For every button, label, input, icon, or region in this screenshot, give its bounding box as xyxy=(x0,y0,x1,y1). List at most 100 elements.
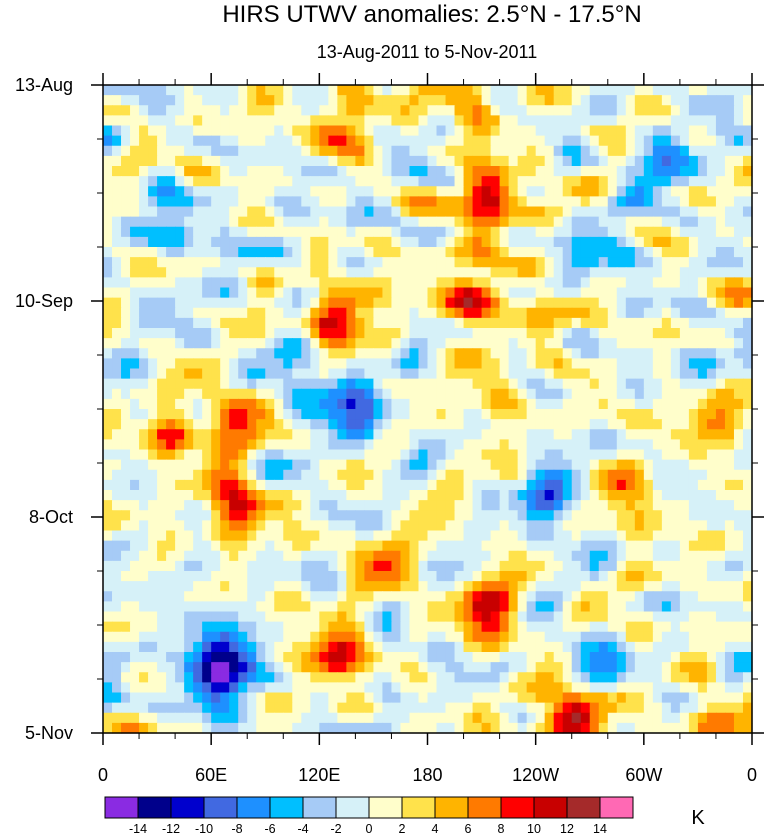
heatmap-cell xyxy=(706,328,717,339)
heatmap-cell xyxy=(598,297,609,309)
heatmap-cell xyxy=(274,307,284,319)
heatmap-cell xyxy=(427,317,438,329)
heatmap-cell xyxy=(310,490,320,501)
heatmap-cell xyxy=(418,550,429,562)
heatmap-cell xyxy=(355,216,365,228)
heatmap-cell xyxy=(508,206,519,218)
heatmap-cell xyxy=(211,581,221,592)
heatmap-cell xyxy=(220,105,230,116)
heatmap-cell xyxy=(409,105,420,116)
heatmap-cell xyxy=(427,672,438,683)
heatmap-cell xyxy=(301,155,311,167)
heatmap-cell xyxy=(562,317,573,329)
heatmap-cell xyxy=(382,662,393,673)
heatmap-cell xyxy=(634,702,645,714)
heatmap-cell xyxy=(391,115,402,127)
heatmap-cell xyxy=(697,722,708,734)
heatmap-cell xyxy=(607,631,618,643)
heatmap-cell xyxy=(193,196,203,208)
heatmap-cell xyxy=(121,125,131,137)
heatmap-cell xyxy=(661,520,672,532)
heatmap-cell xyxy=(157,682,167,694)
heatmap-cell xyxy=(202,348,212,359)
heatmap-cell xyxy=(238,125,248,137)
heatmap-cell xyxy=(418,338,429,349)
heatmap-cell xyxy=(283,267,293,278)
heatmap-cell xyxy=(517,429,528,440)
heatmap-cell xyxy=(742,712,753,724)
heatmap-cell xyxy=(247,196,257,208)
heatmap-cell xyxy=(733,145,744,157)
heatmap-cell xyxy=(418,328,429,339)
heatmap-cell xyxy=(427,621,438,633)
heatmap-cell xyxy=(481,540,492,552)
heatmap-cell xyxy=(247,105,257,116)
heatmap-cell xyxy=(445,267,456,278)
heatmap-cell xyxy=(364,722,375,734)
heatmap-cell xyxy=(553,560,564,572)
heatmap-cell xyxy=(310,520,320,532)
heatmap-cell xyxy=(436,115,447,127)
heatmap-cell xyxy=(238,702,248,714)
heatmap-cell xyxy=(310,368,320,380)
heatmap-cell xyxy=(634,530,645,542)
heatmap-cell xyxy=(670,611,681,623)
heatmap-cell xyxy=(274,378,284,390)
heatmap-cell xyxy=(652,429,663,440)
heatmap-cell xyxy=(328,317,338,329)
heatmap-cell xyxy=(400,247,411,258)
heatmap-cell xyxy=(256,631,266,643)
heatmap-cell xyxy=(130,631,140,643)
heatmap-cell xyxy=(634,459,645,471)
heatmap-cell xyxy=(463,662,474,673)
heatmap-cell xyxy=(418,672,429,683)
heatmap-cell xyxy=(337,398,347,410)
heatmap-cell xyxy=(391,631,402,643)
heatmap-cell xyxy=(148,621,158,633)
heatmap-cell xyxy=(706,520,717,532)
heatmap-cell xyxy=(238,176,248,187)
heatmap-cell xyxy=(211,419,221,430)
heatmap-cell xyxy=(148,439,158,451)
heatmap-cell xyxy=(175,621,185,633)
heatmap-cell xyxy=(175,409,185,420)
heatmap-cell xyxy=(553,429,564,440)
heatmap-cell xyxy=(265,388,275,400)
heatmap-cell xyxy=(517,166,528,177)
heatmap-cell xyxy=(283,510,293,521)
heatmap-cell xyxy=(607,550,618,562)
heatmap-cell xyxy=(634,206,645,218)
heatmap-cell xyxy=(274,135,284,147)
heatmap-cell xyxy=(490,692,501,704)
heatmap-cell xyxy=(661,641,672,653)
heatmap-cell xyxy=(346,591,356,602)
heatmap-cell xyxy=(715,166,726,177)
heatmap-cell xyxy=(598,368,609,380)
heatmap-cell xyxy=(220,692,230,704)
heatmap-cell xyxy=(103,328,113,339)
heatmap-cell xyxy=(400,317,411,329)
heatmap-cell xyxy=(418,560,429,572)
y-tick-label: 5-Nov xyxy=(25,723,73,743)
heatmap-cell xyxy=(292,500,302,511)
heatmap-cell xyxy=(391,479,402,491)
heatmap-cell xyxy=(634,500,645,511)
heatmap-cell xyxy=(175,277,185,289)
heatmap-cell xyxy=(247,317,257,329)
heatmap-cell xyxy=(337,307,347,319)
heatmap-cell xyxy=(481,135,492,147)
heatmap-cell xyxy=(319,317,329,329)
heatmap-cell xyxy=(445,247,456,258)
heatmap-cell xyxy=(571,510,582,521)
heatmap-cell xyxy=(580,95,591,106)
heatmap-cell xyxy=(256,652,266,663)
heatmap-cell xyxy=(391,297,402,309)
heatmap-cell xyxy=(274,500,284,511)
heatmap-cell xyxy=(436,419,447,430)
heatmap-cell xyxy=(643,652,654,663)
heatmap-cell xyxy=(112,500,122,511)
heatmap-cell xyxy=(400,712,411,724)
heatmap-cell xyxy=(553,186,564,197)
heatmap-cell xyxy=(364,631,375,643)
heatmap-cell xyxy=(229,368,239,380)
